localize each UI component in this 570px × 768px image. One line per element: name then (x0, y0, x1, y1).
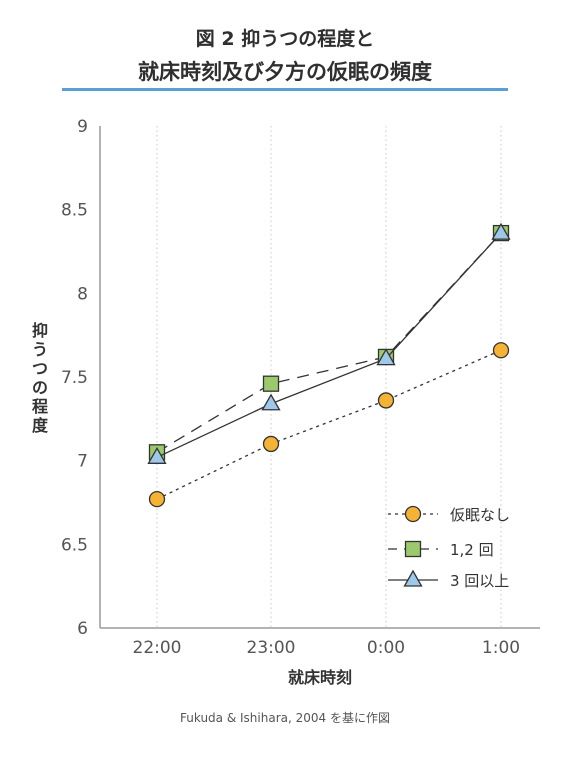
legend-label-square: 1,2 回 (450, 541, 494, 559)
series-line (156, 232, 502, 458)
data-point-circle (262, 435, 280, 453)
y-tick-label: 7 (77, 452, 88, 472)
chart-title-line1: 図 2 抑うつの程度と (195, 28, 375, 50)
data-point-triangle (147, 447, 167, 464)
series-circle (148, 342, 510, 508)
legend-label-circle: 仮眠なし (450, 506, 510, 524)
y-tick-labels: 6 6.5 7 7.5 8 8.5 9 (61, 117, 88, 639)
y-tick-label: 8.5 (61, 201, 88, 221)
data-point-triangle (491, 222, 511, 240)
y-tick-label: 6.5 (61, 535, 88, 555)
y-axis-title-char: つ (32, 359, 48, 378)
y-axis-title-char: 度 (32, 416, 49, 435)
data-point-triangle (261, 393, 281, 411)
source-note: Fukuda & Ishihara, 2004 を基に作図 (180, 711, 390, 725)
x-tick-labels: 22:00 23:00 0:00 1:00 (133, 638, 521, 658)
x-tick-label: 1:00 (482, 638, 520, 658)
data-point-square (262, 375, 280, 392)
chart-title-line2: 就床時刻及び夕方の仮眠の頻度 (138, 60, 432, 84)
y-axis-title-char: 程 (32, 397, 48, 416)
y-tick-label: 8 (77, 284, 88, 304)
y-axis-title-char: う (32, 340, 48, 359)
data-point-circle (377, 392, 395, 409)
series-group (147, 222, 511, 508)
series-triangle (147, 222, 511, 464)
legend-marker-circle (404, 505, 422, 523)
series-square (148, 224, 510, 461)
x-tick-label: 23:00 (247, 638, 296, 658)
x-tick-label: 22:00 (133, 638, 182, 658)
title-underline (62, 88, 508, 91)
y-axis-title: 抑うつの程度 (32, 321, 49, 435)
y-axis-title-char: 抑 (32, 321, 48, 340)
legend: 仮眠なし 1,2 回 3 回以上 (388, 505, 510, 590)
x-axis-title: 就床時刻 (288, 668, 352, 687)
legend-label-triangle: 3 回以上 (450, 572, 509, 590)
y-axis-title-char: の (32, 378, 48, 397)
data-point-circle (492, 342, 510, 359)
y-tick-label: 9 (77, 117, 88, 137)
data-point-triangle (376, 348, 396, 366)
y-tick-label: 7.5 (61, 368, 88, 388)
legend-marker-triangle (403, 569, 423, 587)
axes (99, 126, 540, 629)
legend-marker-square (404, 540, 422, 558)
y-tick-label: 6 (77, 619, 88, 639)
series-line (156, 232, 502, 453)
data-point-circle (148, 491, 166, 508)
x-tick-label: 0:00 (367, 638, 405, 658)
series-line (156, 349, 502, 500)
line-chart: 66.577.588.59 22:00 23:00 0:00 1:00 抑うつの程度 … (32, 117, 540, 687)
